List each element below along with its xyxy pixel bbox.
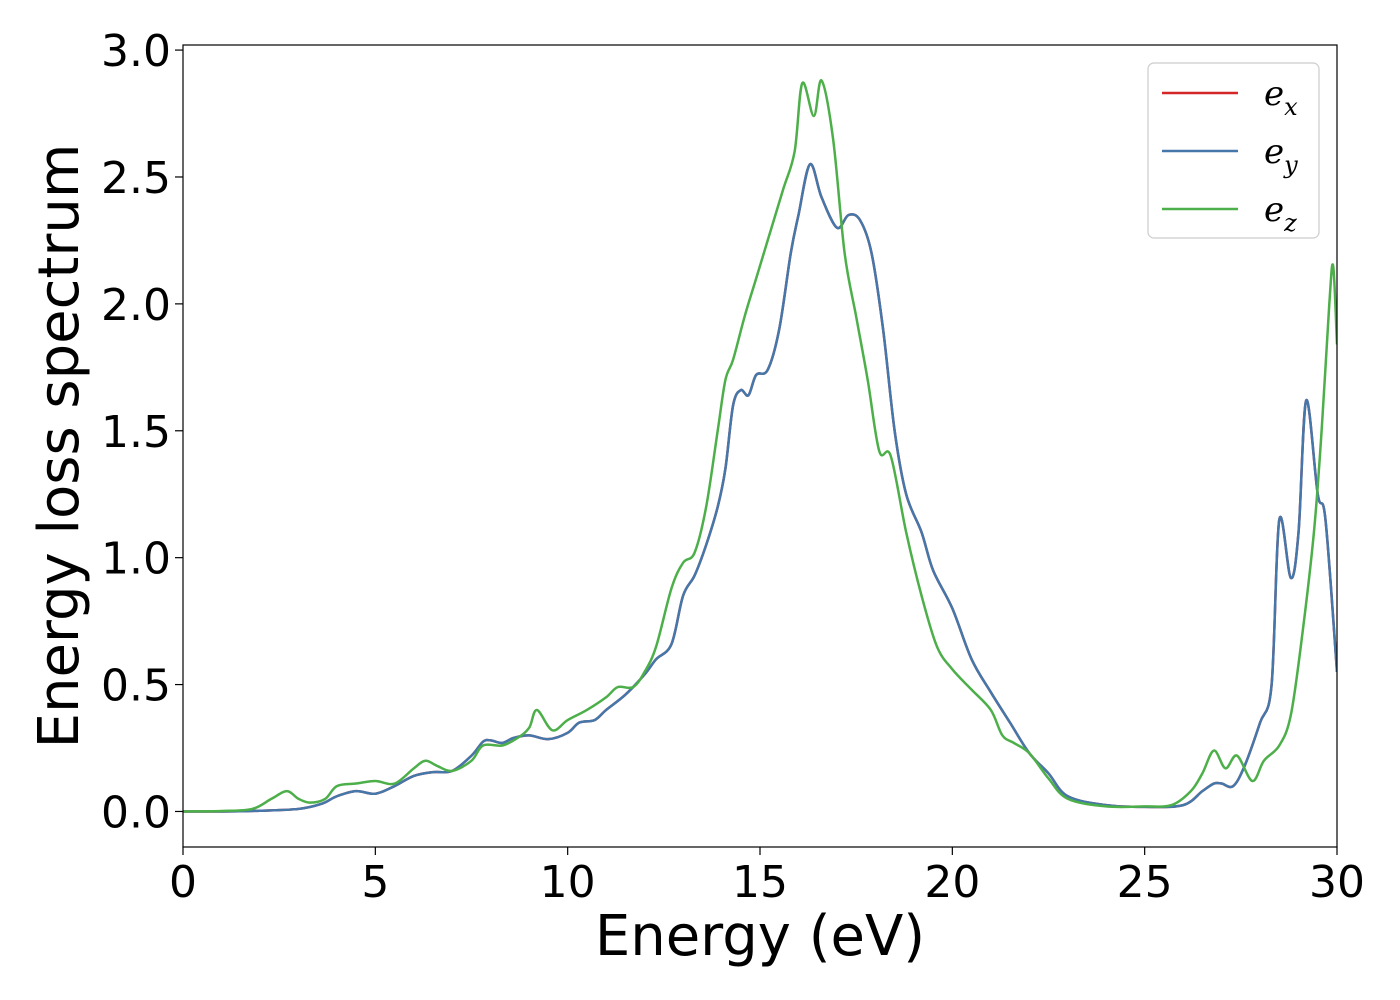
legend-subscript: x xyxy=(1284,93,1298,121)
y-tick-label: 2.5 xyxy=(101,153,171,204)
legend-label-z: ez xyxy=(1264,190,1297,237)
y-tick-label: 2.0 xyxy=(101,280,171,331)
x-tick-label: 5 xyxy=(361,857,389,908)
x-tick-label: 30 xyxy=(1309,857,1365,908)
y-tick-label: 1.5 xyxy=(101,407,171,458)
series-line-e-y xyxy=(183,163,1337,813)
y-tick-label: 1.0 xyxy=(101,534,171,585)
y-tick-label: 0.0 xyxy=(101,787,171,838)
y-tick-label: 3.0 xyxy=(101,26,171,77)
series-line-e-z xyxy=(183,79,1337,813)
y-axis-title: Energy loss spectrum xyxy=(27,144,92,749)
x-tick-label: 10 xyxy=(540,857,596,908)
y-tick-label: 0.5 xyxy=(101,661,171,712)
x-axis-title: Energy (eV) xyxy=(595,904,925,969)
x-tick-label: 0 xyxy=(169,857,197,908)
x-tick-label: 20 xyxy=(924,857,980,908)
series-line-e-x xyxy=(183,163,1337,813)
legend-subscript: y xyxy=(1283,151,1298,179)
x-tick-label: 25 xyxy=(1117,857,1173,908)
x-tick-label: 15 xyxy=(732,857,788,908)
series-layer xyxy=(183,79,1337,813)
y-axis-ticks: 0.0 0.5 1.0 1.5 2.0 2.5 3.0 xyxy=(101,26,183,838)
x-axis-ticks: 0 5 10 15 20 25 30 xyxy=(169,847,1365,908)
legend-subscript: z xyxy=(1283,209,1297,237)
